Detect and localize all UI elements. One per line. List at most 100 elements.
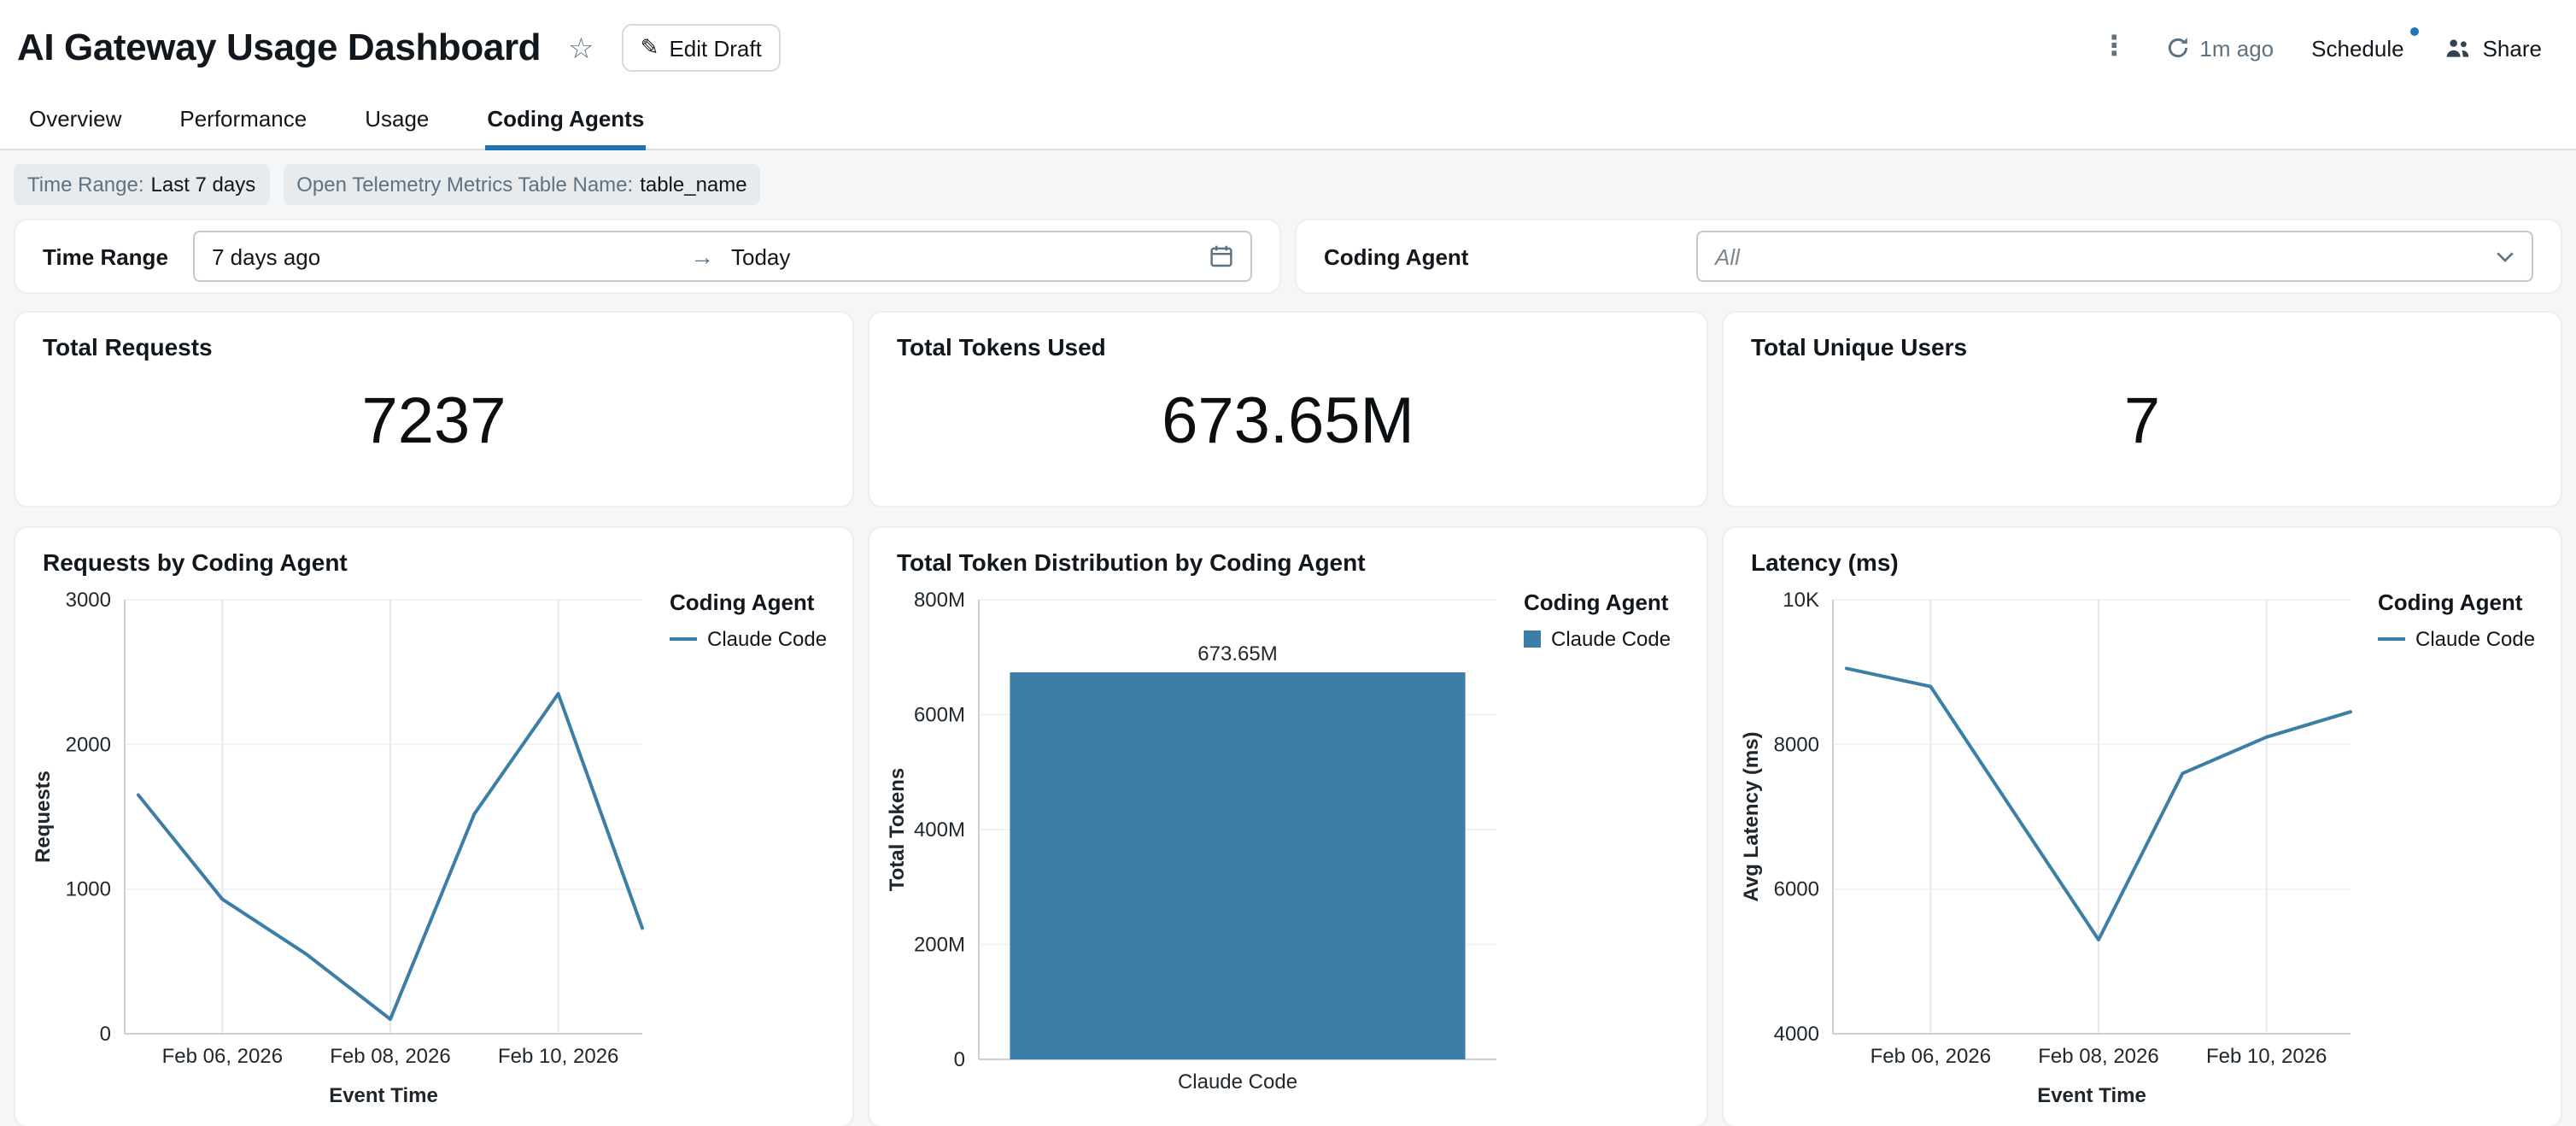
- chip-value: Last 7 days: [150, 173, 256, 196]
- chart-legend: Coding Agent Claude Code: [670, 589, 847, 651]
- schedule-notification-dot: [2410, 26, 2420, 35]
- svg-text:Event Time: Event Time: [329, 1084, 438, 1107]
- svg-text:Feb 10, 2026: Feb 10, 2026: [498, 1045, 618, 1068]
- filter-chip-time-range[interactable]: Time Range: Last 7 days: [14, 164, 270, 205]
- time-range-filter-card: Time Range 7 days ago → Today: [14, 219, 1281, 294]
- top-bar-actions: ⋮ 1m ago Schedule: [2097, 26, 2545, 65]
- svg-text:Feb 08, 2026: Feb 08, 2026: [2038, 1045, 2158, 1068]
- refresh-status: 1m ago: [2165, 35, 2274, 61]
- legend-marker: [1524, 630, 1541, 648]
- kpi-card-unique-users: Total Unique Users 7: [1722, 311, 2562, 507]
- date-start-value[interactable]: 7 days ago: [212, 243, 321, 269]
- schedule-label: Schedule: [2311, 35, 2404, 61]
- chart-legend: Coding Agent Claude Code: [2378, 589, 2556, 651]
- chevron-down-icon: [2496, 250, 2515, 262]
- svg-text:1000: 1000: [66, 878, 111, 901]
- top-bar: AI Gateway Usage Dashboard ☆ ✎ Edit Draf…: [0, 0, 2576, 96]
- edit-draft-button[interactable]: ✎ Edit Draft: [621, 24, 781, 72]
- share-button[interactable]: Share: [2442, 32, 2545, 64]
- favorite-star-button[interactable]: ☆: [565, 30, 598, 66]
- kpi-value: 7: [2123, 386, 2161, 458]
- legend-marker: [2378, 637, 2405, 641]
- tab-coding-agents[interactable]: Coding Agents: [485, 96, 647, 150]
- chart-title: Total Token Distribution by Coding Agent: [897, 548, 1366, 576]
- tab-usage[interactable]: Usage: [365, 106, 430, 132]
- latency-chart-card: Latency (ms) 4000 6000 8000 10K Avg Latency …: [1722, 526, 2562, 1126]
- svg-text:4000: 4000: [1774, 1023, 1819, 1046]
- tab-overview[interactable]: Overview: [29, 106, 122, 132]
- refresh-button[interactable]: [2165, 36, 2189, 60]
- legend-label: Claude Code: [1551, 627, 1671, 651]
- svg-text:Claude Code: Claude Code: [1178, 1070, 1297, 1094]
- charts-row: Requests by Coding Agent 0 1000 2000 3000 Re…: [14, 526, 2562, 1126]
- date-end-value[interactable]: Today: [731, 243, 791, 269]
- kpi-title: Total Unique Users: [1751, 333, 1968, 361]
- token-distribution-chart-canvas[interactable]: 673.65M 0 200M 400M 600M 800M Total Tokens Clau…: [883, 586, 1693, 1124]
- legend-title: Coding Agent: [670, 589, 815, 615]
- pencil-icon: ✎: [640, 34, 659, 60]
- coding-agent-filter-card: Coding Agent All: [1295, 219, 2562, 294]
- chip-label: Open Telemetry Metrics Table Name:: [296, 173, 634, 196]
- legend-item-claude-code[interactable]: Claude Code: [670, 627, 847, 651]
- kpi-row: Total Requests 7237 Total Tokens Used 67…: [14, 311, 2562, 507]
- svg-text:6000: 6000: [1774, 878, 1819, 901]
- overflow-menu-button[interactable]: ⋮: [2097, 31, 2131, 65]
- svg-text:3000: 3000: [66, 589, 111, 612]
- requests-chart-canvas[interactable]: 0 1000 2000 3000 Requests Feb 06, 2026 Feb 08,…: [29, 586, 839, 1124]
- kpi-value: 7237: [361, 386, 506, 458]
- svg-text:Feb 10, 2026: Feb 10, 2026: [2206, 1045, 2327, 1068]
- token-distribution-chart-card: Total Token Distribution by Coding Agent…: [868, 526, 1708, 1126]
- requests-chart-card: Requests by Coding Agent 0 1000 2000 3000 Re…: [14, 526, 854, 1126]
- svg-text:Feb 08, 2026: Feb 08, 2026: [330, 1045, 450, 1068]
- kpi-card-total-tokens: Total Tokens Used 673.65M: [868, 311, 1708, 507]
- kebab-icon: ⋮: [2100, 32, 2128, 62]
- legend-title: Coding Agent: [1524, 589, 1669, 615]
- legend-label: Claude Code: [707, 627, 828, 651]
- chip-value: table_name: [640, 173, 747, 196]
- svg-text:Avg Latency (ms): Avg Latency (ms): [1740, 731, 1763, 901]
- header: AI Gateway Usage Dashboard ☆ ✎ Edit Draf…: [0, 0, 2576, 150]
- legend-marker: [670, 637, 697, 641]
- star-icon: ☆: [568, 32, 594, 64]
- filters-row: Time Range 7 days ago → Today Coding Age…: [14, 219, 2562, 294]
- svg-text:2000: 2000: [66, 733, 111, 756]
- legend-item-claude-code[interactable]: Claude Code: [1524, 627, 1701, 651]
- filter-summary-bar: Time Range: Last 7 days Open Telemetry M…: [0, 150, 2576, 215]
- time-range-filter-label: Time Range: [43, 243, 168, 269]
- share-people-icon: [2447, 39, 2469, 57]
- kpi-card-total-requests: Total Requests 7237: [14, 311, 854, 507]
- chart-title: Latency (ms): [1751, 548, 1899, 576]
- kpi-title: Total Tokens Used: [897, 333, 1106, 361]
- tab-bar: Overview Performance Usage Coding Agents: [0, 96, 2576, 150]
- date-range-input[interactable]: 7 days ago → Today: [193, 231, 1252, 282]
- svg-text:Event Time: Event Time: [2037, 1084, 2146, 1107]
- svg-text:8000: 8000: [1774, 733, 1819, 756]
- svg-text:600M: 600M: [914, 704, 965, 727]
- svg-text:0: 0: [100, 1023, 111, 1046]
- last-refreshed-text: 1m ago: [2199, 35, 2274, 61]
- edit-draft-label: Edit Draft: [669, 35, 762, 61]
- chart-legend: Coding Agent Claude Code: [1524, 589, 1701, 651]
- coding-agent-select[interactable]: All: [1696, 231, 2533, 282]
- legend-item-claude-code[interactable]: Claude Code: [2378, 627, 2556, 651]
- svg-text:Feb 06, 2026: Feb 06, 2026: [1871, 1045, 1991, 1068]
- svg-text:10K: 10K: [1783, 589, 1819, 612]
- share-label: Share: [2482, 35, 2542, 61]
- arrow-right-icon: →: [690, 243, 714, 270]
- refresh-icon: [2168, 38, 2187, 58]
- schedule-button[interactable]: Schedule: [2308, 26, 2420, 64]
- svg-text:Total Tokens: Total Tokens: [886, 768, 909, 891]
- coding-agent-select-value: All: [1715, 243, 1740, 269]
- svg-text:800M: 800M: [914, 589, 965, 612]
- chart-title: Requests by Coding Agent: [43, 548, 348, 576]
- calendar-icon[interactable]: [1209, 244, 1233, 268]
- latency-chart-canvas[interactable]: 4000 6000 8000 10K Avg Latency (ms) Feb 06, 2…: [1737, 586, 2547, 1124]
- svg-text:Feb 06, 2026: Feb 06, 2026: [162, 1045, 283, 1068]
- filter-chip-table-name[interactable]: Open Telemetry Metrics Table Name: table…: [283, 164, 761, 205]
- legend-title: Coding Agent: [2378, 589, 2523, 615]
- tab-performance[interactable]: Performance: [179, 106, 307, 132]
- chip-label: Time Range:: [27, 173, 144, 196]
- svg-text:673.65M: 673.65M: [1197, 642, 1277, 666]
- kpi-title: Total Requests: [43, 333, 213, 361]
